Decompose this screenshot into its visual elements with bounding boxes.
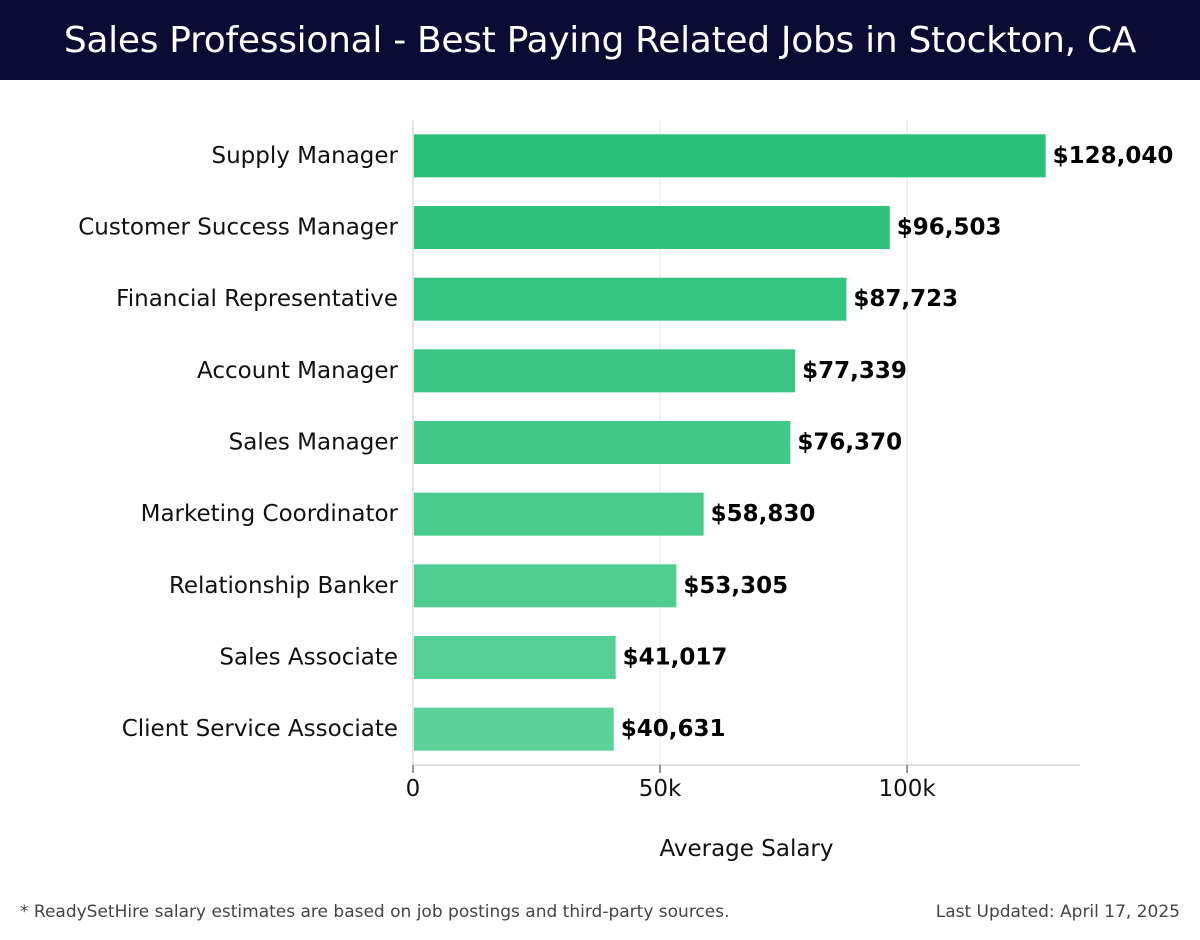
chart-title: Sales Professional - Best Paying Related… [63,19,1137,61]
value-label: $128,040 [1053,143,1174,169]
category-label: Marketing Coordinator [141,501,399,527]
x-tick-label: 50k [639,776,682,802]
value-label: $96,503 [897,215,1002,241]
bar [414,421,791,464]
bar [414,349,796,393]
category-label: Account Manager [197,358,399,384]
bar [414,277,847,321]
value-label: $40,631 [621,716,726,742]
category-label: Sales Manager [229,430,399,456]
bar-chart: Supply Manager $128,040 Customer Success M… [78,120,1174,862]
x-tick-label: 100k [878,776,936,802]
footer-note: * ReadySetHire salary estimates are base… [20,902,730,922]
category-label: Supply Manager [211,143,398,169]
bar [414,206,890,249]
bar [414,492,704,536]
x-tick-label: 0 [406,776,421,802]
category-label: Financial Representative [116,286,398,312]
value-label: $76,370 [797,430,902,456]
bar [414,707,614,751]
value-label: $53,305 [683,573,788,599]
last-updated: Last Updated: April 17, 2025 [935,902,1180,922]
category-label: Sales Associate [219,645,398,671]
value-label: $58,830 [711,501,816,527]
chart-header: Sales Professional - Best Paying Related… [0,0,1200,80]
value-label: $87,723 [853,286,958,312]
x-axis-label: Average Salary [659,836,833,862]
value-label: $41,017 [623,645,728,671]
category-label: Relationship Banker [169,573,399,599]
bar [414,636,616,679]
bar [414,134,1046,178]
value-label: $77,339 [802,358,907,384]
bar [414,564,677,608]
category-label: Customer Success Manager [78,215,398,241]
category-label: Client Service Associate [122,716,398,742]
